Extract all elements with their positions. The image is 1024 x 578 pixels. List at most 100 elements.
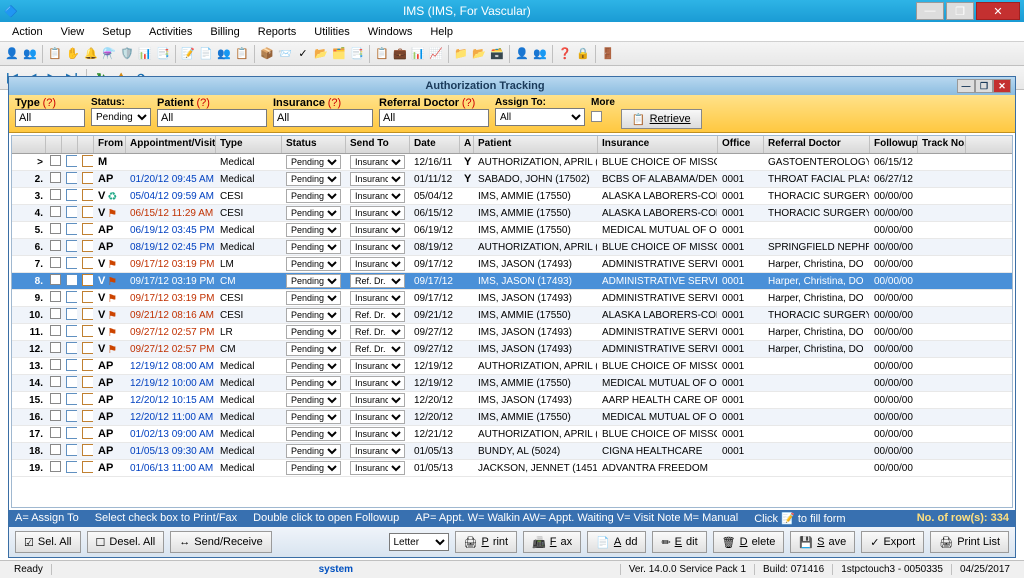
form-icon[interactable] bbox=[82, 291, 94, 303]
doc-icon[interactable] bbox=[66, 155, 78, 167]
filter-more-checkbox[interactable] bbox=[591, 111, 602, 122]
doc-icon[interactable] bbox=[66, 308, 78, 320]
print-list-button[interactable]: 🖨 Print List bbox=[930, 531, 1009, 553]
status-select[interactable]: Pending bbox=[286, 308, 341, 322]
table-row[interactable]: 3.V♻05/04/12 09:59 AMCESIPendingInsuranc… bbox=[12, 188, 1012, 205]
form-icon[interactable] bbox=[82, 325, 94, 337]
sendto-select[interactable]: Insurance bbox=[350, 410, 405, 424]
form-icon[interactable] bbox=[82, 427, 94, 439]
filter-insurance-input[interactable] bbox=[273, 109, 373, 127]
filter-assign-select[interactable]: All bbox=[495, 108, 585, 126]
table-row[interactable]: 19.AP01/06/13 11:00 AMMedicalPendingInsu… bbox=[12, 460, 1012, 477]
doc-icon[interactable] bbox=[66, 359, 78, 371]
doc-icon[interactable] bbox=[66, 223, 78, 235]
doc-icon[interactable] bbox=[66, 342, 78, 354]
row-checkbox[interactable] bbox=[50, 342, 61, 353]
toolbar-icon[interactable]: 📊 bbox=[410, 46, 426, 62]
toolbar-icon[interactable]: 🔔 bbox=[83, 46, 99, 62]
toolbar-icon[interactable]: 📈 bbox=[428, 46, 444, 62]
menu-billing[interactable]: Billing bbox=[202, 24, 247, 40]
status-select[interactable]: Pending bbox=[286, 376, 341, 390]
toolbar-icon[interactable]: ✓ bbox=[295, 46, 311, 62]
table-row[interactable]: 15.AP12/20/12 10:15 AMMedicalPendingInsu… bbox=[12, 392, 1012, 409]
doc-icon[interactable] bbox=[66, 444, 78, 456]
lock-icon[interactable]: 🔒 bbox=[575, 46, 591, 62]
column-header[interactable]: Followup bbox=[870, 136, 918, 153]
doc-icon[interactable] bbox=[66, 274, 78, 286]
toolbar-icon[interactable]: 📋 bbox=[374, 46, 390, 62]
column-header[interactable] bbox=[46, 136, 62, 153]
sendto-select[interactable]: Insurance bbox=[350, 206, 405, 220]
select-all-button[interactable]: ☑ Sel. All bbox=[15, 531, 81, 553]
doc-icon[interactable] bbox=[66, 410, 78, 422]
column-header[interactable] bbox=[78, 136, 94, 153]
status-select[interactable]: Pending bbox=[286, 291, 341, 305]
sendto-select[interactable]: Insurance bbox=[350, 291, 405, 305]
row-checkbox[interactable] bbox=[50, 444, 61, 455]
column-header[interactable]: Office bbox=[718, 136, 764, 153]
toolbar-icon[interactable]: 👤 bbox=[514, 46, 530, 62]
status-select[interactable]: Pending bbox=[286, 223, 341, 237]
row-checkbox[interactable] bbox=[50, 376, 61, 387]
add-button[interactable]: 📄 Add bbox=[587, 531, 646, 553]
form-icon[interactable] bbox=[82, 206, 94, 218]
toolbar-icon[interactable]: 👥 bbox=[532, 46, 548, 62]
deselect-all-button[interactable]: ☐ Desel. All bbox=[87, 531, 165, 553]
row-checkbox[interactable] bbox=[50, 291, 61, 302]
status-select[interactable]: Pending bbox=[286, 189, 341, 203]
menu-action[interactable]: Action bbox=[4, 24, 51, 40]
table-row[interactable]: 16.AP12/20/12 11:00 AMMedicalPendingInsu… bbox=[12, 409, 1012, 426]
doc-icon[interactable] bbox=[66, 427, 78, 439]
form-icon[interactable] bbox=[82, 393, 94, 405]
row-checkbox[interactable] bbox=[50, 359, 61, 370]
inner-maximize-button[interactable]: ❐ bbox=[975, 79, 993, 93]
sendto-select[interactable]: Insurance bbox=[350, 257, 405, 271]
toolbar-icon[interactable]: 👥 bbox=[22, 46, 38, 62]
grid-body[interactable]: > MMedicalPendingInsurance12/16/11YAUTHO… bbox=[12, 154, 1012, 507]
edit-button[interactable]: ✏ Edit bbox=[652, 531, 706, 553]
column-header[interactable]: Track No. bbox=[918, 136, 966, 153]
table-row[interactable]: 11.V⚑09/27/12 02:57 PMLRPendingRef. Dr.0… bbox=[12, 324, 1012, 341]
toolbar-icon[interactable]: 🗃️ bbox=[489, 46, 505, 62]
toolbar-icon[interactable]: 👤 bbox=[4, 46, 20, 62]
row-checkbox[interactable] bbox=[50, 461, 61, 472]
column-header[interactable] bbox=[62, 136, 78, 153]
table-row[interactable]: 13.AP12/19/12 08:00 AMMedicalPendingInsu… bbox=[12, 358, 1012, 375]
sendto-select[interactable]: Insurance bbox=[350, 189, 405, 203]
menu-utilities[interactable]: Utilities bbox=[306, 24, 357, 40]
status-select[interactable]: Pending bbox=[286, 444, 341, 458]
row-checkbox[interactable] bbox=[50, 393, 61, 404]
row-checkbox[interactable] bbox=[50, 223, 61, 234]
status-select[interactable]: Pending bbox=[286, 257, 341, 271]
doc-icon[interactable] bbox=[66, 461, 78, 473]
form-icon[interactable] bbox=[82, 155, 94, 167]
column-header[interactable]: Patient bbox=[474, 136, 598, 153]
menu-activities[interactable]: Activities bbox=[141, 24, 200, 40]
sendto-select[interactable]: Insurance bbox=[350, 393, 405, 407]
inner-minimize-button[interactable]: — bbox=[957, 79, 975, 93]
column-header[interactable]: Type bbox=[216, 136, 282, 153]
form-icon[interactable] bbox=[82, 308, 94, 320]
table-row[interactable]: 18.AP01/05/13 09:30 AMMedicalPendingInsu… bbox=[12, 443, 1012, 460]
toolbar-icon[interactable]: 🗂️ bbox=[331, 46, 347, 62]
form-icon[interactable] bbox=[82, 376, 94, 388]
column-header[interactable]: Date bbox=[410, 136, 460, 153]
status-select[interactable]: Pending bbox=[286, 206, 341, 220]
doc-icon[interactable] bbox=[66, 257, 78, 269]
toolbar-icon[interactable]: 📑 bbox=[155, 46, 171, 62]
form-icon[interactable] bbox=[82, 172, 94, 184]
table-row[interactable]: 4.V⚑06/15/12 11:29 AMCESIPendingInsuranc… bbox=[12, 205, 1012, 222]
inner-close-button[interactable]: ✕ bbox=[993, 79, 1011, 93]
sendto-select[interactable]: Insurance bbox=[350, 359, 405, 373]
sendto-select[interactable]: Insurance bbox=[350, 172, 405, 186]
doc-icon[interactable] bbox=[66, 189, 78, 201]
form-icon[interactable] bbox=[82, 342, 94, 354]
table-row[interactable]: 14.AP12/19/12 10:00 AMMedicalPendingInsu… bbox=[12, 375, 1012, 392]
doc-icon[interactable] bbox=[66, 172, 78, 184]
sendto-select[interactable]: Insurance bbox=[350, 376, 405, 390]
status-select[interactable]: Pending bbox=[286, 155, 341, 169]
toolbar-icon[interactable]: 📦 bbox=[259, 46, 275, 62]
sendto-select[interactable]: Insurance bbox=[350, 461, 405, 475]
status-select[interactable]: Pending bbox=[286, 393, 341, 407]
column-header[interactable]: A bbox=[460, 136, 474, 153]
